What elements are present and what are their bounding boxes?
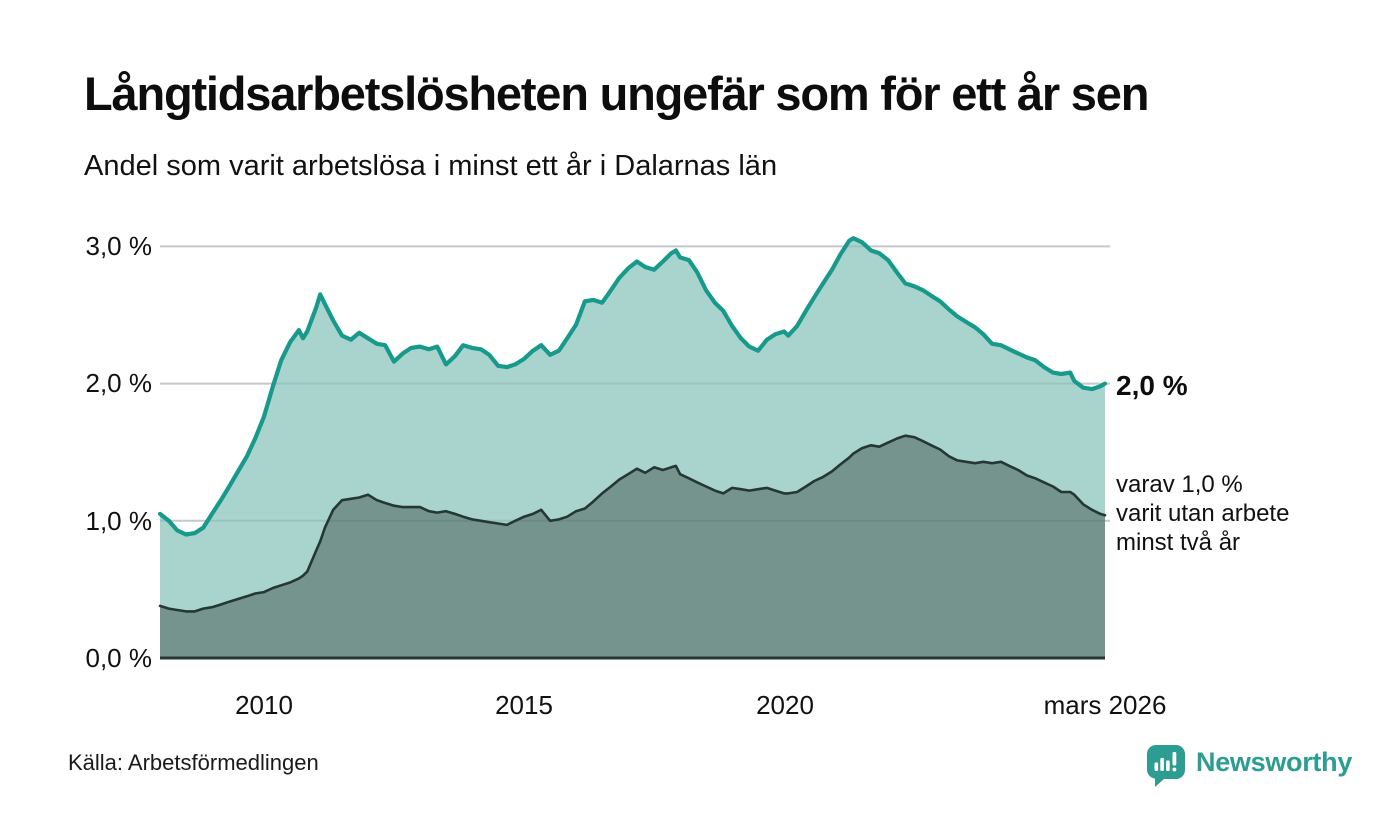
- branding-wordmark: Newsworthy: [1196, 747, 1353, 777]
- x-axis-tick-mars-2026: mars 2026: [1043, 690, 1167, 720]
- y-axis-tick-1: 1,0 %: [85, 506, 153, 536]
- x-axis-tick-2015: 2015: [495, 690, 553, 720]
- x-axis-tick-2020: 2020: [756, 690, 814, 720]
- two-year-annotation-line-3: minst två år: [1116, 529, 1241, 556]
- y-axis-tick-2: 2,0 %: [85, 368, 153, 398]
- two-year-annotation: varav 1,0 % varit utan arbete minst två …: [1116, 470, 1289, 557]
- end-value-annotation: 2,0 %: [1116, 370, 1188, 401]
- chart-title: Långtidsarbetslösheten ungefär som för e…: [84, 67, 1149, 120]
- chart-subtitle: Andel som varit arbetslösa i minst ett å…: [84, 150, 778, 182]
- source-label: Källa: Arbetsförmedlingen: [68, 750, 319, 775]
- newsworthy-logo-icon: [1147, 745, 1185, 787]
- two-year-annotation-line-2: varit utan arbete: [1116, 500, 1290, 527]
- y-axis-tick-0: 0,0 %: [85, 643, 153, 673]
- two-year-annotation-line-1: varav 1,0 %: [1116, 471, 1243, 498]
- branding: Newsworthy: [1146, 744, 1352, 788]
- x-axis-tick-2010: 2010: [235, 690, 293, 720]
- y-axis-tick-3: 3,0 %: [85, 231, 153, 261]
